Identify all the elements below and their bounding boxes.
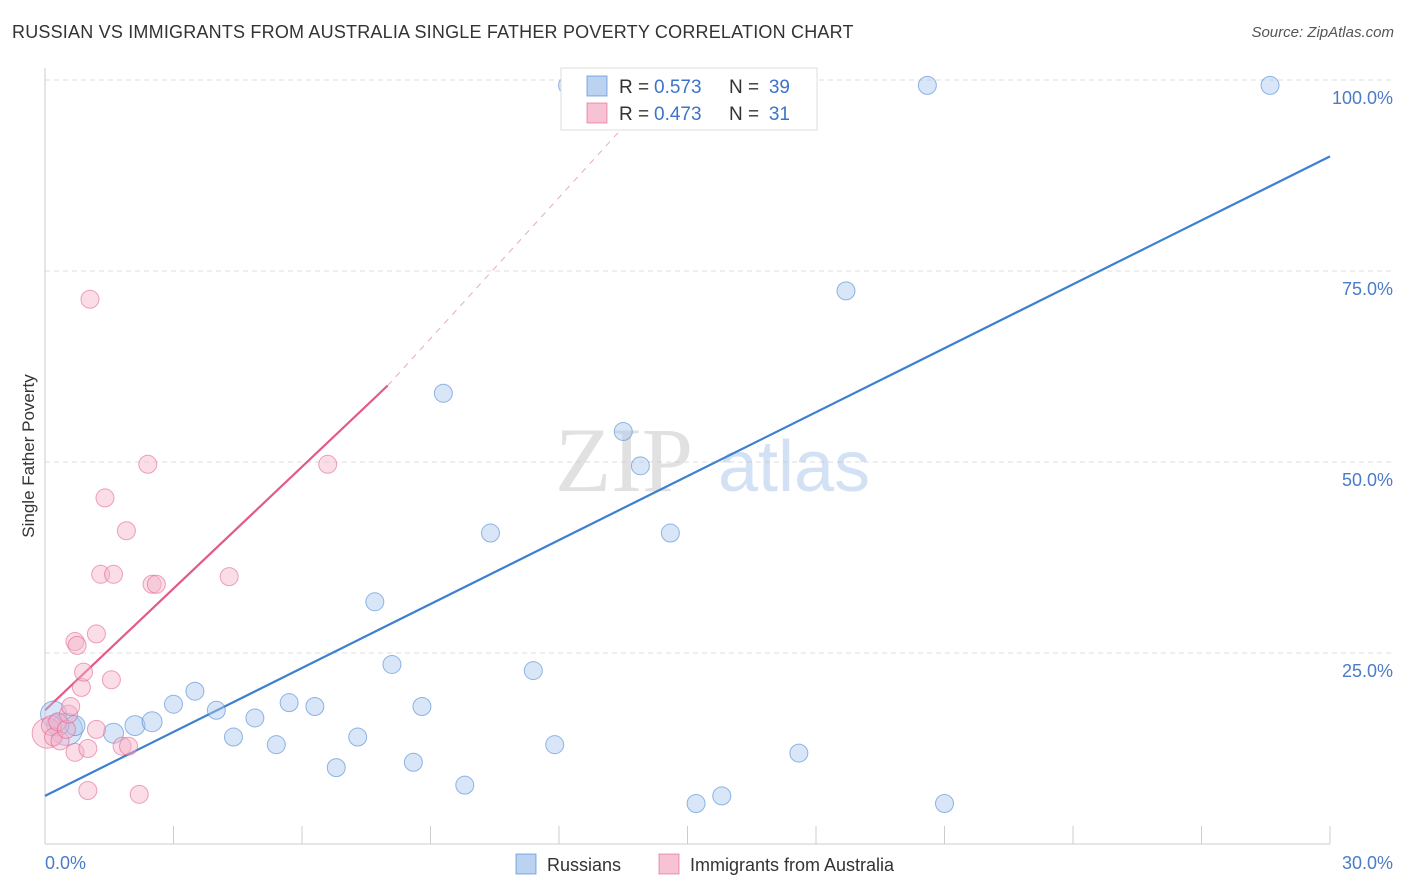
legend-n-value-1: 31 [769,104,790,125]
trend-line-1 [44,384,389,712]
point-0-10 [245,708,265,728]
point-0-30 [686,794,706,814]
point-0-28 [630,456,650,476]
bottom-legend-label-1: Immigrants from Australia [690,855,895,875]
point-1-14 [78,781,98,801]
point-0-33 [789,743,809,763]
point-1-10 [67,635,87,655]
trend-lines [44,79,1331,797]
legend: R = 0.573 N = 39 R = 0.473 N = 31 [560,67,818,131]
watermark-atlas: atlas [718,427,870,507]
point-0-23 [523,661,543,681]
point-0-6 [164,694,183,714]
legend-swatch-0 [586,75,608,97]
point-1-30 [318,454,338,474]
x-tick-label-min: 0.0% [45,853,86,873]
point-0-14 [326,758,346,778]
y-axis-title: Single Father Poverty [19,374,38,538]
point-0-11 [266,735,286,755]
point-1-17 [86,719,106,739]
point-1-7 [61,696,81,716]
point-0-5 [141,711,163,733]
point-0-4 [124,715,146,737]
point-0-20 [433,383,453,403]
point-0-16 [365,592,385,612]
point-0-24 [545,735,565,755]
point-0-27 [613,421,633,441]
point-0-36 [935,794,954,814]
point-1-23 [112,736,132,756]
point-1-26 [138,454,158,474]
point-1-25 [129,784,149,804]
legend-r-label-1: R = [619,104,649,125]
point-0-21 [455,775,475,795]
watermark: ZIP atlas [555,409,870,511]
chart-title: RUSSIAN VS IMMIGRANTS FROM AUSTRALIA SIN… [12,22,854,42]
bottom-legend: Russians Immigrants from Australia [515,853,895,875]
point-0-12 [279,693,299,713]
x-tick-label-max: 30.0% [1342,853,1393,873]
gridlines [45,79,1395,654]
bottom-legend-swatch-1 [658,853,680,875]
point-1-5 [56,719,76,739]
point-1-13 [78,739,98,758]
point-0-19 [412,696,432,716]
point-1-22 [116,521,136,541]
bottom-legend-swatch-0 [515,853,537,875]
point-0-13 [305,696,325,716]
point-1-15 [80,289,100,309]
axes [44,68,1331,845]
point-1-28 [146,574,166,594]
point-1-11 [71,677,91,697]
point-1-6 [59,704,79,724]
trend-ext-1 [387,79,667,386]
point-0-15 [348,727,368,747]
point-1-19 [95,488,115,508]
trend-line-0 [44,155,1331,797]
legend-n-label-1: N = [729,104,759,125]
bottom-legend-label-0: Russians [547,855,621,875]
point-1-24 [119,736,139,756]
point-1-27 [142,574,162,594]
point-0-7 [185,681,205,701]
legend-swatch-1 [586,102,608,124]
legend-r-value-0: 0.573 [654,77,702,98]
y-tick-label-2: 75.0% [1342,279,1393,299]
legend-r-label-0: R = [619,77,649,98]
point-1-8 [65,742,85,762]
tick-labels: 25.0% 50.0% 75.0% 100.0% 0.0% 30.0% [45,88,1393,873]
point-1-12 [74,662,94,682]
point-0-37 [1260,75,1280,95]
point-0-32 [712,786,732,806]
point-0-22 [480,523,500,543]
point-1-16 [86,624,106,644]
point-1-21 [104,564,124,584]
legend-r-value-1: 0.473 [654,104,702,125]
watermark-zip: ZIP [555,409,693,511]
chart-source: Source: ZipAtlas.com [1251,24,1394,41]
point-0-17 [382,654,402,674]
point-1-29 [219,567,239,587]
y-tick-label-0: 25.0% [1342,661,1393,681]
point-0-34 [836,281,856,301]
y-tick-label-3: 100.0% [1332,88,1393,108]
legend-n-value-0: 39 [769,77,790,98]
point-1-20 [101,670,121,690]
point-0-9 [223,727,243,747]
point-1-4 [50,731,70,751]
point-0-29 [660,523,680,543]
y-tick-label-1: 50.0% [1342,470,1393,490]
point-0-8 [206,700,226,720]
point-0-35 [917,75,937,95]
legend-n-label-0: N = [729,77,759,98]
point-0-18 [403,752,423,772]
